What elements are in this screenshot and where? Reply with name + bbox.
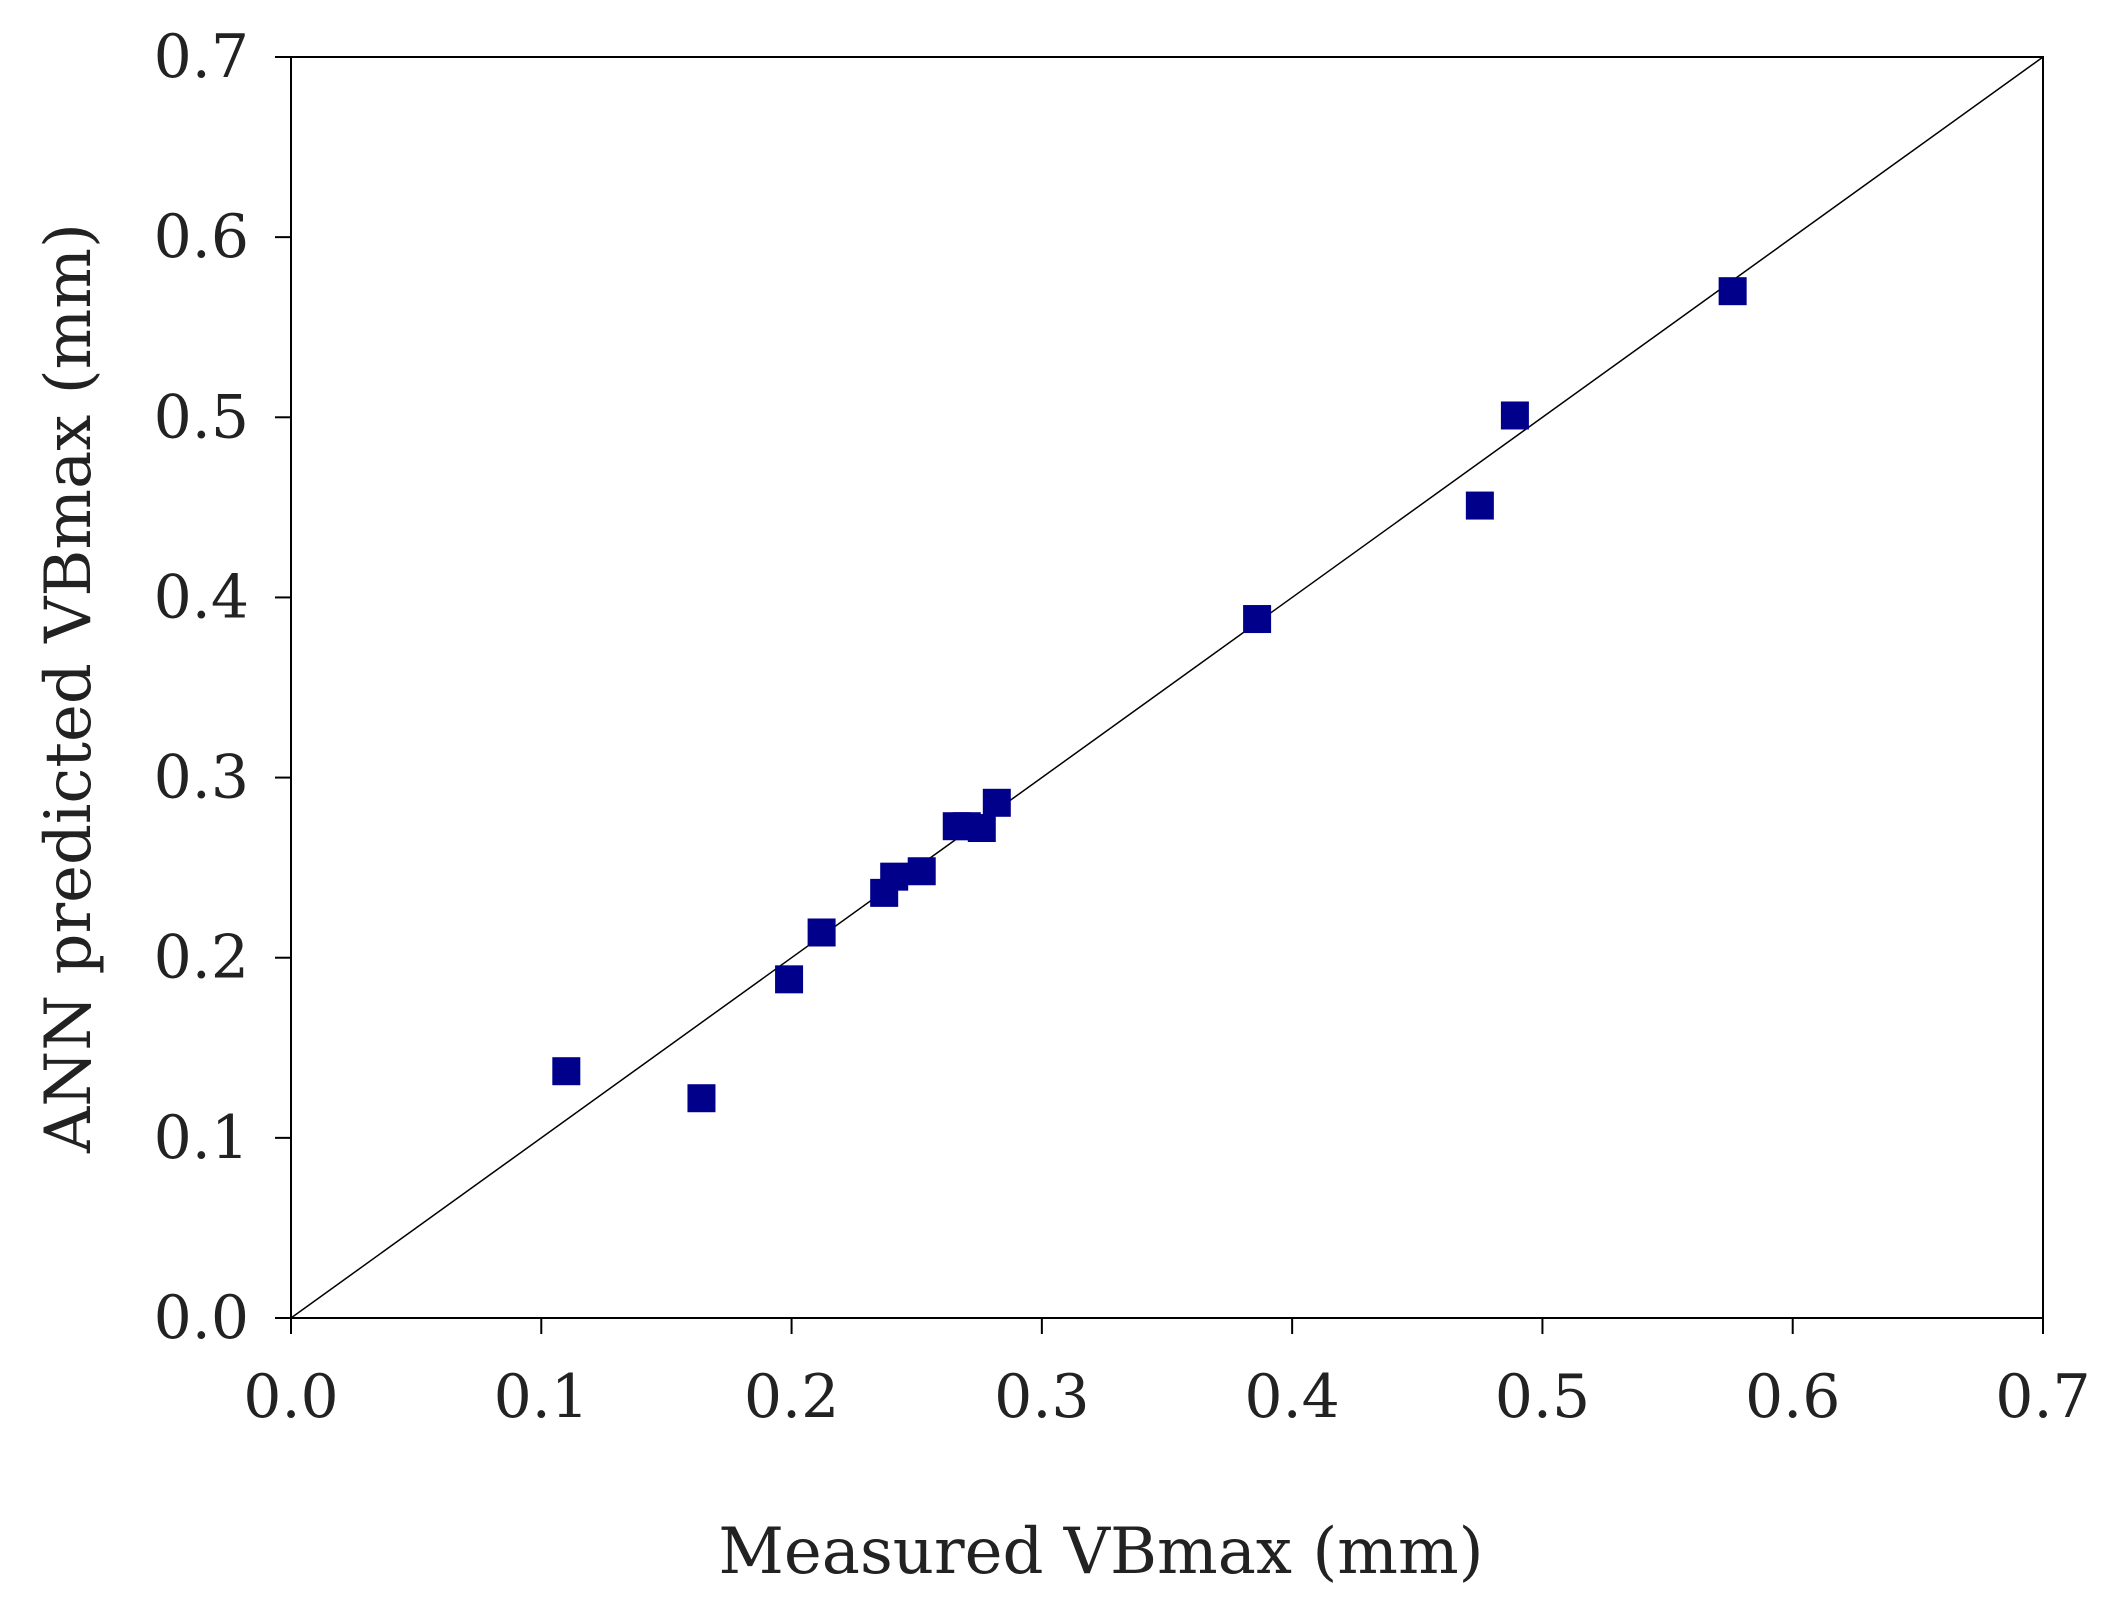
x-tick-label: 0.7 [1995, 1362, 2090, 1432]
y-tick-label: 0.6 [154, 202, 249, 272]
x-tick-label: 0.5 [1495, 1362, 1590, 1432]
data-point [687, 1084, 716, 1113]
x-tick-label: 0.2 [744, 1362, 839, 1432]
data-point [982, 788, 1011, 817]
y-tick-label: 0.0 [154, 1283, 249, 1353]
data-point [552, 1057, 581, 1086]
x-tick-label: 0.3 [994, 1362, 1089, 1432]
x-tick-label: 0.6 [1745, 1362, 1840, 1432]
data-point [1465, 491, 1494, 520]
y-tick-label: 0.4 [154, 562, 249, 632]
data-point [1500, 401, 1529, 430]
y-tick-label: 0.5 [154, 382, 249, 452]
y-tick-label: 0.2 [154, 923, 249, 993]
x-tick-label: 0.0 [243, 1362, 338, 1432]
reference-line [290, 56, 2044, 1319]
data-point [807, 918, 836, 947]
data-point [907, 857, 936, 886]
data-point [967, 814, 996, 843]
x-tick-label: 0.1 [494, 1362, 589, 1432]
data-point [880, 862, 909, 891]
reference-line-layer [290, 56, 2044, 1319]
y-tick-label: 0.7 [154, 22, 249, 92]
data-point [1718, 277, 1747, 306]
y-tick-label: 0.1 [154, 1103, 249, 1173]
x-tick-label: 0.4 [1244, 1362, 1339, 1432]
data-points-layer [552, 277, 1747, 1113]
data-point [1243, 605, 1272, 634]
plot-frame [290, 56, 2044, 1319]
y-axis-title: ANN predicted VBmax (mm) [32, 223, 106, 1154]
y-tick-label: 0.3 [154, 743, 249, 813]
tick-layer: 0.0 0.1 0.2 0.3 0.4 0.5 0.6 0.7 0.0 0.1 0.2 0.3 0.4 0… [154, 22, 2091, 1432]
data-point [775, 965, 804, 994]
x-axis-title: Measured VBmax (mm) [718, 1515, 1483, 1589]
